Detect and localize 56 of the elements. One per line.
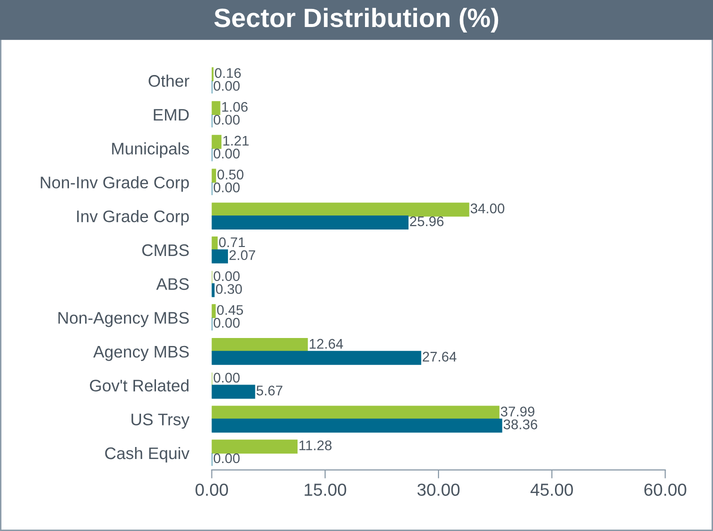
bar bbox=[212, 384, 256, 399]
bar bbox=[212, 134, 222, 149]
y-tick-label: EMD bbox=[154, 109, 189, 121]
y-tick-label: Inv Grade Corp bbox=[77, 210, 189, 226]
bar bbox=[212, 304, 216, 318]
data-label: 0.00 bbox=[214, 80, 240, 91]
bar bbox=[212, 168, 216, 183]
bar bbox=[212, 350, 422, 365]
data-label: 2.07 bbox=[229, 250, 256, 260]
data-label: 0.00 bbox=[214, 453, 240, 464]
data-label: 12.64 bbox=[310, 338, 344, 349]
data-label: 0.71 bbox=[219, 237, 245, 248]
x-tick-label: 45.00 bbox=[530, 484, 573, 496]
y-tick-label: US Trsy bbox=[132, 414, 190, 429]
data-label: 0.16 bbox=[214, 68, 241, 78]
data-label: 0.00 bbox=[214, 182, 240, 192]
y-tick-label: CMBS bbox=[142, 244, 189, 256]
data-label: 0.00 bbox=[214, 318, 240, 328]
bar bbox=[212, 440, 298, 454]
data-label: 34.00 bbox=[470, 204, 504, 214]
x-tick-label: 15.00 bbox=[304, 484, 346, 496]
data-label: 0.00 bbox=[214, 372, 240, 383]
data-label: 37.99 bbox=[500, 406, 534, 416]
data-label: 0.50 bbox=[217, 170, 244, 180]
x-tick-label: 0.00 bbox=[196, 484, 228, 496]
y-tick-label: Gov't Related bbox=[90, 379, 188, 392]
data-label: 1.06 bbox=[222, 102, 248, 112]
y-tick-label: Agency MBS bbox=[93, 346, 189, 361]
data-label: 0.30 bbox=[216, 284, 242, 294]
bar bbox=[212, 101, 220, 116]
chart-title: Sector Distribution (%) bbox=[214, 8, 498, 32]
data-label: 1.21 bbox=[223, 136, 249, 146]
data-label: 0.00 bbox=[214, 271, 240, 282]
bar bbox=[212, 249, 228, 264]
y-tick-label: Non-Inv Grade Corp bbox=[40, 176, 189, 192]
x-tick-label: 30.00 bbox=[417, 484, 460, 496]
data-label: 25.96 bbox=[410, 216, 444, 226]
bar bbox=[212, 418, 502, 433]
y-tick-label: ABS bbox=[156, 278, 189, 290]
y-tick-label: Non-Agency MBS bbox=[58, 312, 189, 328]
bar bbox=[212, 202, 470, 217]
bar bbox=[212, 338, 308, 352]
data-label: 0.45 bbox=[217, 305, 243, 315]
bar bbox=[212, 215, 409, 230]
data-label: 0.00 bbox=[214, 114, 240, 125]
data-label: 27.64 bbox=[422, 352, 456, 362]
bar bbox=[212, 406, 500, 420]
data-label: 38.36 bbox=[504, 419, 538, 430]
data-label: 5.67 bbox=[256, 386, 282, 396]
bar bbox=[212, 283, 215, 298]
y-tick-label: Municipals bbox=[112, 142, 189, 158]
y-tick-label: Cash Equiv bbox=[105, 446, 190, 463]
data-label: 11.28 bbox=[299, 440, 332, 450]
data-label: 0.00 bbox=[214, 148, 240, 159]
x-tick-label: 60.00 bbox=[644, 484, 686, 496]
y-tick-label: Other bbox=[148, 74, 190, 87]
